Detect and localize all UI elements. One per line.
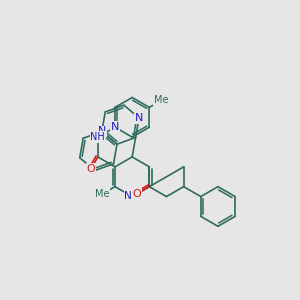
Text: NH: NH [124,190,140,201]
Text: Me: Me [154,95,169,106]
Text: N: N [98,127,106,136]
Text: O: O [132,189,141,199]
Text: Me: Me [95,189,110,199]
Text: N: N [111,122,119,132]
Text: O: O [86,164,95,174]
Text: NH: NH [91,132,105,142]
Text: N: N [135,113,143,123]
